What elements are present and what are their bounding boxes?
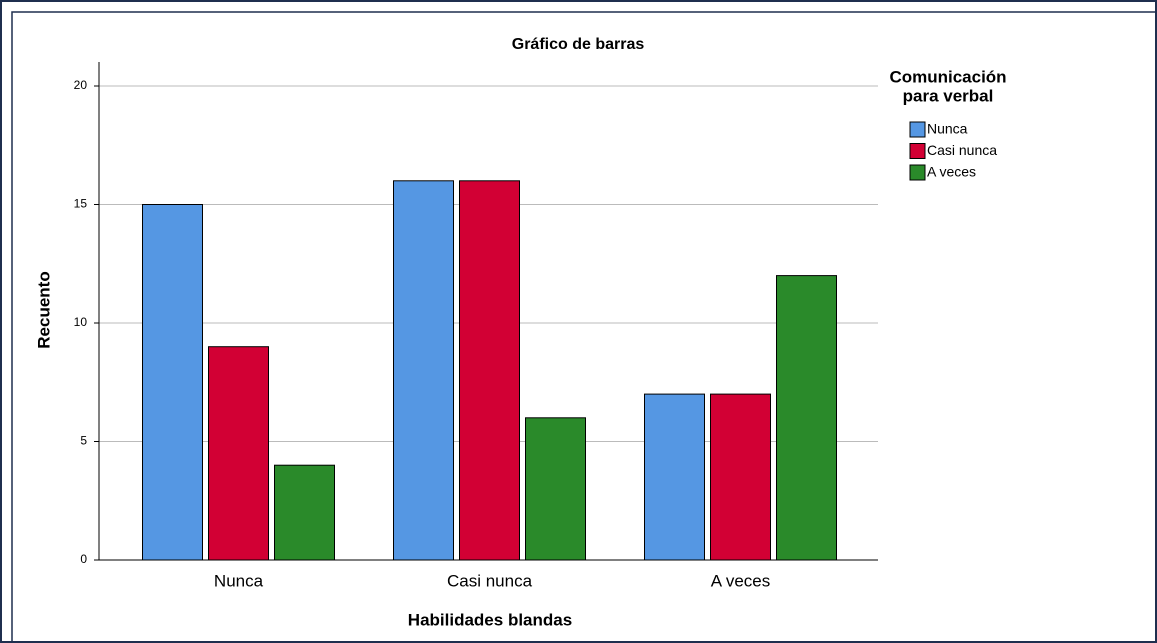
y-tick-label: 15	[74, 197, 88, 211]
bar	[710, 393, 771, 561]
bar	[644, 393, 705, 561]
x-tick-label: Nunca	[214, 571, 264, 590]
y-tick-label: 20	[74, 78, 88, 92]
legend-swatch	[909, 121, 926, 138]
x-axis-label: Habilidades blandas	[408, 610, 572, 629]
legend-title: Comunicación	[889, 67, 1006, 86]
x-tick-label: Casi nunca	[447, 571, 533, 590]
bar	[142, 204, 203, 561]
bar	[525, 417, 586, 561]
bar	[274, 464, 335, 561]
inner-frame	[11, 11, 1157, 643]
y-axis-label: Recuento	[34, 271, 53, 348]
legend-label: Nunca	[927, 121, 968, 137]
legend-label: Casi nunca	[927, 142, 997, 158]
legend-swatch	[909, 164, 926, 181]
x-tick-label: A veces	[711, 571, 771, 590]
y-tick-label: 10	[74, 315, 88, 329]
bar	[208, 346, 269, 561]
legend-label: A veces	[927, 164, 976, 180]
legend-swatch	[909, 143, 926, 159]
bar	[459, 180, 520, 561]
y-tick-label: 0	[80, 552, 87, 566]
legend-title: para verbal	[903, 86, 994, 105]
bar	[776, 275, 837, 561]
y-tick-label: 5	[80, 434, 87, 448]
bar	[393, 180, 454, 561]
chart-title: Gráfico de barras	[512, 36, 645, 53]
